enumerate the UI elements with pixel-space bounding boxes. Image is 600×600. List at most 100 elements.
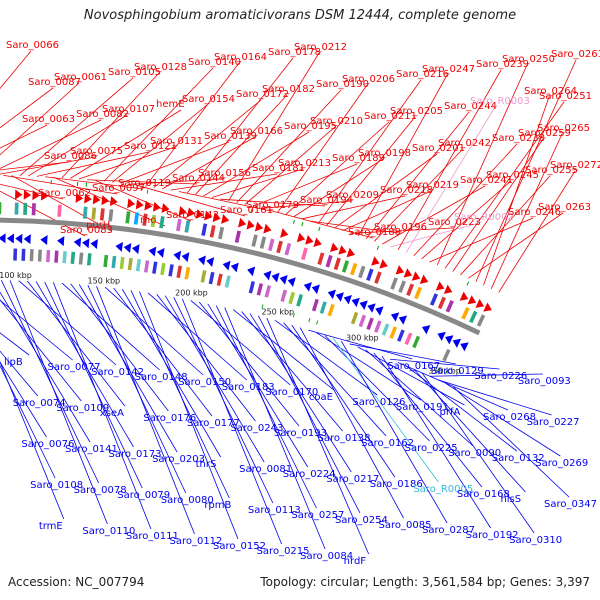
cog-block-outer: [476, 314, 486, 327]
gene-label: Saro_0126: [352, 397, 405, 408]
leader-line: [18, 280, 117, 366]
forward-gene-arrow: [305, 235, 314, 245]
forward-gene-arrow: [346, 247, 355, 258]
cog-block-outer: [398, 280, 406, 293]
gene-label: Saro_0196: [374, 222, 427, 233]
gene-label: Saro_0247: [422, 64, 475, 75]
gene-label: Saro_0150: [178, 377, 231, 388]
gene-labels: Saro_0066Saro_0087Saro_0063Saro_0086Saro…: [4, 40, 600, 567]
reverse-gene-arrow: [335, 292, 344, 302]
leader-line: [390, 358, 500, 370]
gene-label: Saro_0112: [169, 536, 222, 547]
gene-label: Saro_0261: [551, 49, 600, 60]
leader-line: [437, 379, 552, 416]
gene-label: Saro_0272: [550, 160, 600, 171]
leader-line: [324, 335, 430, 442]
gene-label: rpmB: [204, 500, 231, 511]
cog-block-inner: [144, 260, 150, 273]
gene-label: Saro_0084: [300, 551, 353, 562]
gene-label: Saro_R0003: [470, 96, 530, 107]
gene-label: Saro_0205: [390, 106, 443, 117]
leader-line: [301, 195, 406, 220]
gene-label: Saro_0179: [246, 200, 299, 211]
gene-label: Saro_0193: [274, 428, 327, 439]
cog-block-outer: [358, 265, 366, 279]
gene-label: Saro_R0005: [413, 484, 473, 495]
leader-line: [316, 332, 422, 401]
gene-label: Saro_0132: [492, 453, 545, 464]
gene-label: Saro_0201: [412, 143, 465, 154]
leader-line: [381, 355, 491, 529]
leader-line: [498, 170, 576, 293]
gene-label: trmE: [39, 521, 63, 532]
gene-label: hisS: [500, 494, 521, 505]
reverse-gene-arrow: [222, 260, 231, 271]
gene-label: Saro_0217: [326, 474, 379, 485]
reverse-gene-arrow: [311, 284, 320, 295]
forward-gene-arrow: [152, 201, 161, 212]
leader-line: [266, 317, 370, 555]
leader-line: [249, 313, 352, 473]
gene-label: Saro_0086: [44, 151, 97, 162]
gene-label: Saro_0066: [6, 40, 59, 51]
leader-line: [236, 89, 342, 203]
reverse-gene-arrow: [123, 243, 132, 253]
gene-label: Saro_0110: [82, 526, 135, 537]
gene-label: Saro_0211: [364, 111, 417, 122]
reverse-gene-arrow: [15, 233, 23, 244]
gene-label: Saro_0164: [214, 52, 267, 63]
leader-line: [405, 365, 517, 452]
forward-gene-arrow: [238, 217, 247, 228]
leader-line: [340, 340, 448, 524]
leader-line: [350, 227, 454, 234]
gene-label: Saro_0131: [150, 136, 203, 147]
cog-block-outer: [184, 220, 191, 233]
cog-block-inner: [381, 323, 390, 336]
leader-line: [1, 280, 100, 484]
gene-label: Saro_0268: [483, 412, 536, 423]
gene-label: Saro_0140: [188, 57, 241, 68]
reverse-gene-arrow: [132, 244, 140, 255]
cog-block-outer: [268, 238, 275, 252]
gene-label: Saro_0223: [428, 217, 481, 228]
gene-label: Saro_0215: [257, 546, 310, 557]
leader-line: [308, 329, 413, 360]
kbp-tick-label: 350 kbp: [428, 366, 461, 375]
cog-block-inner: [389, 326, 398, 339]
leader-line: [390, 222, 480, 248]
forward-gene-arrow: [92, 194, 101, 205]
gene-label: Saro_0219: [406, 180, 459, 191]
cog-block-inner: [216, 273, 223, 287]
gene-label: Saro_0061: [54, 72, 107, 83]
cog-block-inner: [264, 285, 272, 298]
leader-line: [436, 64, 528, 266]
accession-text: Accession: NC_007794: [8, 575, 145, 589]
leader-line: [0, 299, 82, 402]
reverse-gene-arrow: [367, 303, 376, 313]
cog-block-outer: [414, 286, 423, 300]
gene-label: Saro_0166: [230, 126, 283, 137]
gene-label: Saro_0083: [60, 225, 113, 236]
leader-line: [228, 52, 320, 202]
leader-line: [96, 286, 195, 535]
forward-gene-arrow: [379, 259, 388, 269]
kbp-tick-label: 100 kbp: [0, 271, 32, 280]
gene-label: Saro_0192: [466, 530, 519, 541]
cog-block-inner: [327, 303, 335, 317]
gene-label: Saro_0087: [28, 77, 81, 88]
leader-line: [0, 190, 86, 237]
gene-label: Saro_0062: [38, 188, 91, 199]
cog-block-inner: [184, 267, 191, 280]
forward-gene-arrow: [411, 271, 421, 281]
cog-block-inner: [248, 281, 256, 294]
gene-label: prfA: [439, 407, 460, 418]
leader-line: [190, 300, 291, 386]
kbp-ticks: 100 kbp 150 kbp 200 kbp 250 kbp 300 kbp 350 k…: [0, 271, 461, 375]
gene-label: Saro_0269: [535, 458, 588, 469]
leader-line: [162, 136, 256, 190]
leader-line: [19, 77, 134, 176]
leader-line: [52, 282, 152, 530]
leader-line: [61, 72, 160, 179]
gene-label: Saro_0152: [213, 541, 266, 552]
reverse-gene-arrow: [359, 300, 368, 310]
